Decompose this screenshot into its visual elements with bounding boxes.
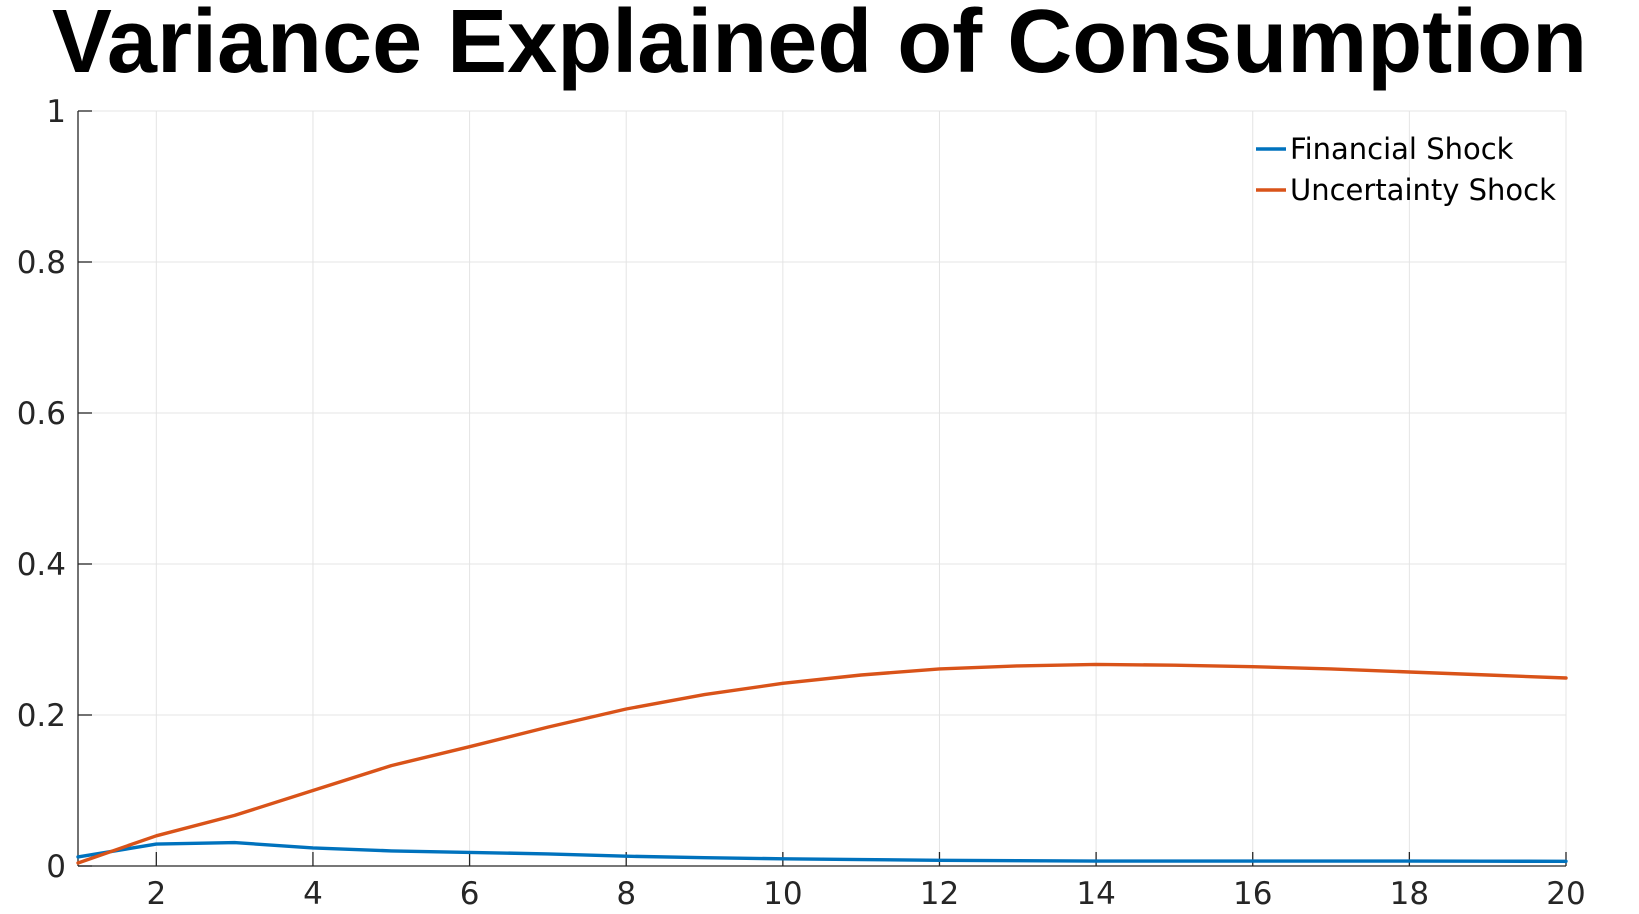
x-tick-label: 14: [1076, 876, 1115, 912]
grid-lines: [78, 110, 1567, 867]
y-tick-label: 0.4: [17, 547, 66, 583]
x-tick-label: 12: [920, 876, 959, 912]
y-tick-label: 0: [46, 849, 66, 885]
x-tick-label: 20: [1546, 876, 1585, 912]
x-tick-label: 16: [1233, 876, 1272, 912]
legend-label: Financial Shock: [1290, 132, 1514, 166]
tick-labels: 2 4 6 8 10 12 14 16 18 20 0 0.2 0.4 0.6 0.8 1: [17, 94, 1586, 912]
series-line-2: [76, 662, 1568, 865]
y-tick-label: 0.2: [17, 698, 66, 734]
legend-label: Uncertainty Shock: [1290, 173, 1556, 207]
series-lines: [76, 662, 1568, 865]
chart-title: Variance Explained of Consumption: [51, 0, 1588, 92]
x-tick-label: 2: [146, 876, 166, 912]
x-tick-label: 10: [763, 876, 802, 912]
legend: Financial Shock Uncertainty Shock: [1256, 132, 1556, 207]
x-tick-label: 6: [460, 876, 480, 912]
axes: [77, 110, 1567, 867]
y-tick-label: 0.8: [17, 245, 66, 281]
series-line-1: [76, 840, 1568, 863]
x-tick-label: 4: [303, 876, 323, 912]
x-tick-label: 18: [1390, 876, 1429, 912]
y-tick-label: 1: [46, 94, 66, 130]
x-tick-label: 8: [616, 876, 636, 912]
y-tick-label: 0.6: [17, 396, 66, 432]
